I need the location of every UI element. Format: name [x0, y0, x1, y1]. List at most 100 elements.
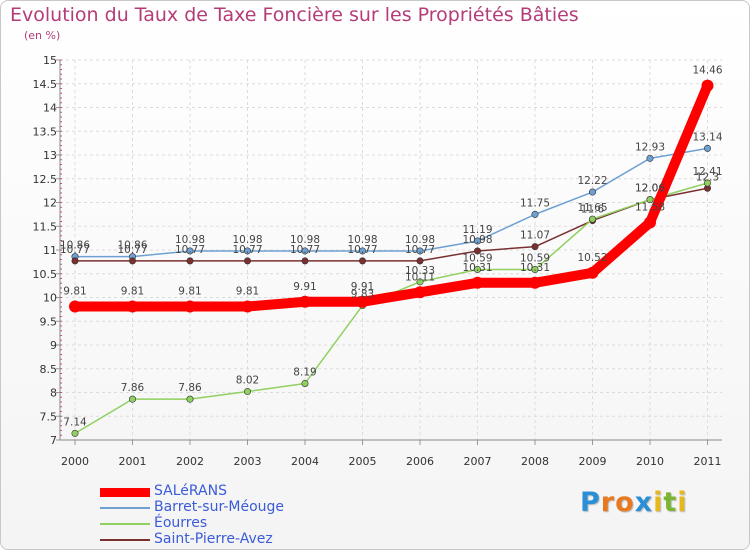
data-label-2: 8.19 — [293, 366, 316, 378]
data-label-0: 9.81 — [178, 286, 201, 298]
x-tick-label: 2007 — [464, 455, 492, 468]
series-line-0 — [70, 80, 713, 312]
y-tick-label: 11 — [43, 244, 57, 257]
data-point-2 — [473, 265, 481, 273]
data-label-0: 10.31 — [462, 262, 492, 274]
logo-letter: o — [615, 487, 635, 518]
data-point-1 — [186, 247, 194, 255]
proxiti-logo: Proxiti — [580, 487, 688, 518]
data-label-3: 12.06 — [635, 183, 665, 195]
data-point-2 — [129, 395, 137, 403]
x-tick-label: 2003 — [234, 455, 262, 468]
data-label-1: 11.19 — [462, 224, 492, 236]
legend-item-salerans: SALéRANS — [100, 483, 360, 500]
data-point-0 — [644, 216, 656, 229]
data-label-1: 10.98 — [405, 234, 435, 246]
data-point-3 — [473, 247, 481, 255]
data-label-3: 10.77 — [290, 244, 320, 256]
data-label-3: 10.77 — [232, 244, 262, 256]
y-tick-label: 14 — [43, 102, 57, 115]
legend-swatch-salerans — [100, 488, 150, 497]
x-tick-label: 2009 — [579, 455, 607, 468]
data-label-2: 7.86 — [178, 382, 202, 394]
chart-title: Evolution du Taux de Taxe Foncière sur l… — [10, 4, 579, 26]
y-axis-unit: (en %) — [24, 29, 61, 42]
data-label-1: 10.98 — [290, 234, 320, 246]
x-tick-label: 2001 — [119, 455, 147, 468]
series-line-1 — [74, 147, 709, 258]
legend-item-barret: Barret-sur-Méouge — [100, 499, 360, 516]
data-point-2 — [646, 196, 654, 204]
data-point-1 — [531, 210, 539, 218]
data-point-2 — [531, 265, 539, 273]
y-tick-label: 7 — [50, 434, 57, 447]
data-label-3: 10.77 — [347, 244, 377, 256]
data-label-0: 11.58 — [635, 201, 665, 213]
data-point-3 — [358, 257, 366, 265]
data-label-1: 12.22 — [577, 175, 607, 187]
data-point-0 — [529, 276, 541, 289]
y-tick-label: 13 — [43, 149, 57, 162]
y-tick-label: 8 — [50, 387, 57, 400]
y-tick-label: 12.5 — [33, 173, 58, 186]
data-label-2: 10.33 — [405, 265, 435, 277]
data-label-1: 10.86 — [60, 240, 90, 252]
logo-letter: r — [600, 487, 616, 518]
data-label-0: 14.46 — [692, 65, 722, 77]
x-tick-label: 2011 — [694, 455, 722, 468]
data-label-2: 12.41 — [692, 166, 722, 178]
data-label-3: 10.77 — [117, 244, 147, 256]
data-label-0: 10.11 — [405, 271, 435, 283]
x-tick-label: 2000 — [61, 455, 89, 468]
y-tick-label: 12 — [43, 197, 57, 210]
data-label-1: 10.86 — [117, 240, 147, 252]
data-label-1: 10.98 — [347, 234, 377, 246]
data-point-0 — [126, 300, 139, 313]
y-tick-label: 13.5 — [33, 125, 58, 138]
data-label-3: 10.98 — [462, 234, 492, 246]
data-point-2 — [301, 379, 309, 387]
x-tick-label: 2002 — [176, 455, 204, 468]
y-tick-label: 9 — [50, 339, 57, 352]
series-lines — [69, 79, 714, 437]
data-point-3 — [71, 257, 79, 265]
data-label-1: 10.98 — [232, 234, 262, 246]
data-point-0 — [356, 295, 369, 308]
axes: 7 7.5 8 8.5 9 9.5 10 10.5 11 11.5 12 12.5 13 13.5 14 14… — [33, 54, 722, 468]
data-point-3 — [301, 257, 309, 265]
data-label-3: 10.77 — [405, 244, 435, 256]
data-point-2 — [71, 429, 79, 437]
data-point-3 — [531, 243, 539, 251]
data-point-0 — [184, 300, 196, 313]
data-point-0 — [299, 295, 311, 308]
data-point-2 — [244, 388, 252, 396]
data-point-0 — [701, 79, 714, 92]
data-point-0 — [586, 266, 599, 279]
data-point-0 — [69, 300, 81, 313]
y-tick-label: 7.5 — [40, 410, 58, 423]
data-label-0: 9.91 — [351, 281, 374, 293]
data-label-1: 10.98 — [175, 234, 205, 246]
data-point-1 — [473, 237, 481, 245]
data-point-1 — [703, 144, 711, 152]
logo-letter: i — [677, 487, 688, 518]
y-tick-label: 15 — [43, 54, 57, 67]
series-line-3 — [74, 187, 709, 262]
legend-item-eourres: Éourres — [100, 515, 360, 532]
data-label-3: 11.6 — [581, 204, 605, 216]
data-point-3 — [186, 257, 194, 265]
data-label-3: 12.3 — [696, 171, 719, 183]
x-tick-label: 2010 — [636, 455, 664, 468]
data-label-2: 7.14 — [63, 416, 87, 428]
data-point-1 — [244, 247, 252, 255]
data-label-2: 12.06 — [635, 183, 665, 195]
logo-letter: P — [580, 487, 601, 518]
y-tick-label: 8.5 — [40, 363, 58, 376]
x-tick-label: 2008 — [521, 455, 549, 468]
logo-letter: x — [634, 487, 654, 518]
data-point-0 — [241, 300, 254, 313]
data-label-0: 9.81 — [121, 286, 144, 298]
data-label-2: 9.83 — [351, 289, 374, 301]
y-tick-label: 10.5 — [33, 268, 58, 281]
